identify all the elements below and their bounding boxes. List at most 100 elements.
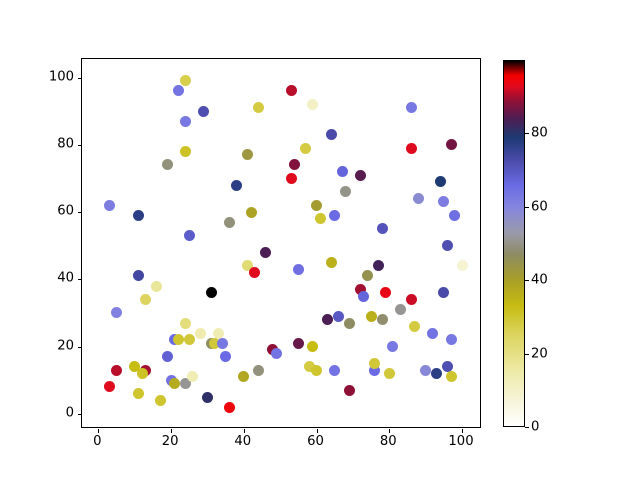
- scatter-point: [180, 115, 192, 127]
- scatter-point: [329, 364, 341, 376]
- scatter-point: [434, 176, 446, 188]
- scatter-point: [132, 388, 144, 400]
- scatter-point: [209, 337, 221, 349]
- scatter-point: [314, 213, 326, 225]
- scatter-point: [427, 327, 439, 339]
- scatter-point: [343, 384, 355, 396]
- colorbar-tick-mark: [525, 427, 529, 429]
- y-axis-tick-labels: 0 20 40 60 80 100: [29, 58, 74, 428]
- scatter-point: [325, 257, 337, 268]
- colorbar-tick-mark: [525, 206, 529, 208]
- scatter-point: [252, 364, 264, 376]
- colorbar-tick-label: 80: [531, 125, 548, 141]
- scatter-point: [376, 314, 388, 326]
- colorbar-tick-label: 40: [531, 272, 548, 288]
- scatter-point: [325, 129, 337, 141]
- y-tick-label: 40: [57, 270, 74, 286]
- scatter-point: [329, 209, 341, 221]
- scatter-point: [307, 341, 319, 353]
- scatter-point: [380, 287, 392, 299]
- scatter-point: [307, 98, 319, 110]
- scatter-point: [292, 337, 304, 349]
- scatter-point: [129, 361, 141, 373]
- scatter-point: [289, 159, 301, 171]
- y-tick-mark: [78, 346, 82, 348]
- y-tick-mark: [78, 413, 82, 415]
- colorbar-gradient: [504, 61, 524, 426]
- scatter-point: [365, 310, 377, 322]
- y-tick-label: 60: [57, 203, 74, 219]
- x-tick-label: 80: [379, 434, 397, 449]
- scatter-point: [358, 290, 370, 302]
- y-tick-label: 80: [57, 136, 74, 152]
- x-tick-label: 0: [93, 434, 102, 449]
- scatter-points-layer: [82, 59, 480, 427]
- scatter-point: [405, 294, 417, 305]
- scatter-point: [180, 75, 192, 87]
- colorbar-tick-mark: [525, 353, 529, 355]
- scatter-point: [132, 209, 144, 221]
- scatter-point: [245, 206, 257, 218]
- scatter-point: [369, 357, 381, 369]
- scatter-point: [132, 270, 144, 282]
- scatter-point: [441, 240, 453, 252]
- x-tick-mark: [462, 429, 464, 433]
- x-axis-tick-labels: 0 20 40 60 80 100: [81, 434, 481, 454]
- colorbar: [503, 60, 525, 427]
- scatter-point: [300, 142, 312, 154]
- scatter-point: [241, 260, 253, 272]
- colorbar-tick-marks: [503, 60, 529, 429]
- scatter-point: [409, 320, 421, 332]
- scatter-point: [412, 193, 424, 205]
- scatter-point: [311, 199, 323, 211]
- x-tick-mark: [316, 429, 318, 433]
- scatter-point: [151, 280, 163, 292]
- scatter-point: [343, 317, 355, 329]
- scatter-point: [438, 196, 450, 208]
- scatter-point: [340, 186, 352, 198]
- scatter-point: [445, 334, 457, 346]
- scatter-point: [332, 310, 344, 322]
- colorbar-tick-mark: [525, 133, 529, 135]
- scatter-point: [285, 172, 297, 184]
- scatter-point: [387, 341, 399, 353]
- scatter-point: [445, 139, 457, 151]
- scatter-point: [223, 216, 235, 228]
- scatter-point: [369, 364, 381, 376]
- y-tick-mark: [78, 279, 82, 281]
- scatter-point: [161, 159, 173, 171]
- scatter-point: [438, 287, 450, 299]
- scatter-point: [111, 307, 123, 319]
- x-tick-label: 20: [161, 434, 179, 449]
- scatter-point: [372, 260, 384, 272]
- scatter-point: [445, 371, 457, 383]
- colorbar-tick-label: 0: [531, 419, 540, 435]
- scatter-point: [285, 85, 297, 97]
- scatter-point: [180, 146, 192, 157]
- scatter-point: [201, 391, 213, 403]
- scatter-point: [231, 179, 243, 191]
- scatter-point: [103, 199, 115, 211]
- scatter-point: [354, 283, 366, 295]
- scatter-point: [172, 334, 184, 346]
- scatter-point: [336, 166, 348, 178]
- scatter-point: [361, 270, 373, 282]
- scatter-point: [187, 371, 199, 383]
- y-tick-label: 0: [65, 405, 74, 421]
- scatter-point: [376, 223, 388, 235]
- scatter-point: [394, 304, 406, 316]
- colorbar-tick-label: 60: [531, 199, 548, 215]
- scatter-point: [161, 351, 173, 363]
- plot-axes: [78, 58, 481, 433]
- scatter-point: [172, 85, 184, 97]
- scatter-point: [449, 209, 461, 221]
- x-tick-label: 40: [234, 434, 252, 449]
- colorbar-tick-label: 20: [531, 346, 548, 362]
- scatter-point: [169, 378, 181, 390]
- x-tick-label: 100: [448, 434, 474, 449]
- x-tick-mark: [243, 429, 245, 433]
- scatter-point: [292, 263, 304, 275]
- y-tick-label: 20: [57, 338, 74, 354]
- scatter-point: [212, 327, 224, 339]
